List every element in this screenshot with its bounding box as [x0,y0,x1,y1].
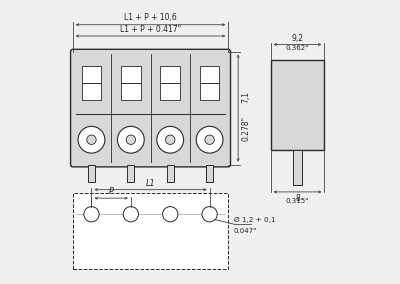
Text: 0.047": 0.047" [234,228,257,234]
Circle shape [84,206,99,222]
Circle shape [163,206,178,222]
Text: 7,1: 7,1 [242,91,250,103]
Circle shape [123,206,138,222]
Text: 0.278": 0.278" [242,116,250,141]
FancyBboxPatch shape [70,49,230,167]
Circle shape [166,135,175,145]
Circle shape [205,135,214,145]
Bar [271,60,324,151]
Circle shape [87,135,96,145]
Circle shape [126,135,136,145]
Bar [294,151,302,185]
Text: 9,2: 9,2 [292,34,304,43]
Text: 0.362": 0.362" [286,45,309,51]
Bar [206,165,213,181]
Circle shape [202,206,217,222]
Bar [121,66,141,100]
Circle shape [157,126,184,153]
Bar [167,165,174,181]
Bar [73,193,228,269]
Text: 8: 8 [295,194,300,203]
Text: P: P [109,187,114,196]
Text: L1 + P + 0.417": L1 + P + 0.417" [120,25,181,34]
Text: 0.315": 0.315" [286,198,309,204]
Text: Ø 1,2 + 0,1: Ø 1,2 + 0,1 [234,217,276,223]
Bar [82,66,101,100]
Bar [127,165,134,181]
Circle shape [118,126,144,153]
Text: L1: L1 [146,179,155,188]
Circle shape [196,126,223,153]
Bar [88,165,95,181]
Text: L1 + P + 10,6: L1 + P + 10,6 [124,13,177,22]
Bar [160,66,180,100]
Circle shape [78,126,105,153]
Bar [200,66,220,100]
